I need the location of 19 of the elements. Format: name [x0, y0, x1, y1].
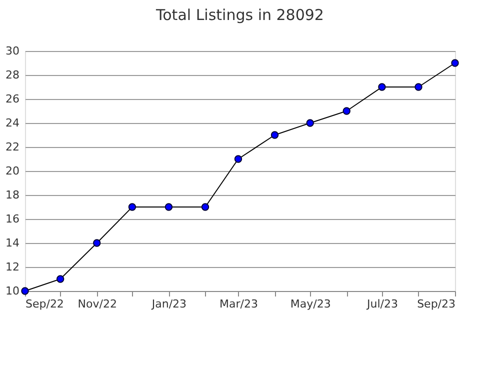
y-tick-label: 16: [6, 212, 20, 226]
x-tick-label: Sep/22: [26, 298, 64, 310]
x-tick-label: Nov/22: [78, 298, 117, 310]
y-tick-label: 14: [6, 236, 20, 250]
x-tick-label: Jan/23: [150, 298, 187, 310]
y-tick-label: 26: [6, 92, 20, 106]
chart-title: Total Listings in 28092: [155, 6, 324, 24]
y-tick-label: 18: [6, 188, 20, 202]
y-tick-label: 30: [6, 44, 20, 58]
x-tick-label: Jul/23: [366, 298, 398, 310]
y-tick-label: 10: [6, 284, 20, 298]
y-tick-label: 28: [6, 68, 20, 82]
x-tick-label: May/23: [290, 298, 331, 310]
x-tick-label: Sep/23: [417, 298, 456, 310]
y-tick-label: 20: [6, 164, 20, 178]
y-tick-label: 12: [6, 260, 20, 274]
y-tick-label: 24: [6, 116, 20, 130]
x-tick-label: Mar/23: [220, 298, 258, 310]
y-tick-label: 22: [6, 140, 20, 154]
